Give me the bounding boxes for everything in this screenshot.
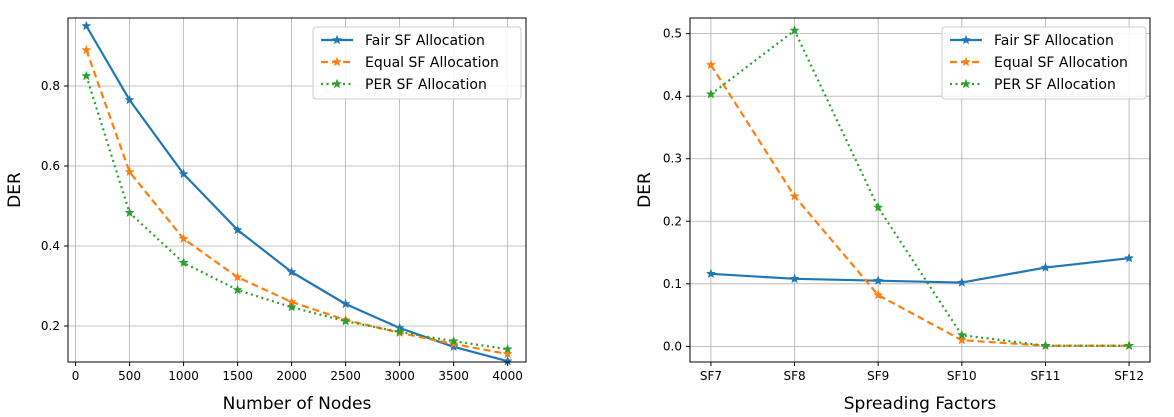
data-point-equal [789, 190, 800, 201]
data-point-per [502, 343, 513, 354]
data-point-fair [1124, 252, 1135, 263]
x-tick-label: 4000 [492, 369, 523, 383]
series-line-equal [709, 64, 1130, 347]
data-point-equal [873, 289, 884, 300]
y-tick-label: 0.0 [663, 339, 682, 353]
x-tick-label: SF12 [1114, 369, 1144, 383]
y-tick-label: 0.4 [41, 239, 60, 253]
legend-marker-per [331, 78, 343, 89]
data-point-per [956, 329, 967, 340]
x-axis-label: Spreading Factors [844, 394, 997, 414]
data-point-equal [448, 338, 459, 349]
x-tick-label: SF7 [700, 369, 722, 383]
legend-marker-fair [331, 34, 343, 45]
data-point-per [124, 207, 135, 218]
x-tick-label: SF11 [1031, 369, 1061, 383]
data-point-per [1124, 340, 1135, 351]
legend-label: Equal SF Allocation [994, 55, 1128, 71]
legend-label: PER SF Allocation [994, 77, 1116, 93]
data-point-per [232, 284, 243, 295]
chart-der-vs-spreading-factor: SF7 SF8 SF9 SF10 SF11 SF12 0.0 0.1 0.2 0.3 0.4 0.5 S… [635, 17, 1151, 414]
data-point-per [286, 301, 297, 312]
data-point-fair [340, 298, 351, 309]
x-tick-label: 2500 [330, 369, 361, 383]
legend-marker-equal [331, 56, 343, 67]
x-axis-label: Number of Nodes [223, 394, 372, 414]
x-tick-label: 2000 [276, 369, 307, 383]
data-point-equal [956, 334, 967, 345]
legend: Fair SF Allocation Equal SF Allocation PER… [941, 26, 1147, 100]
data-point-per [789, 25, 800, 35]
y-tick-label: 0.4 [663, 89, 682, 103]
legend-label: PER SF Allocation [365, 77, 487, 93]
data-point-equal [81, 44, 92, 55]
data-point-equal [502, 348, 513, 359]
data-point-equal [232, 271, 243, 282]
legend: Fair SF Allocation Equal SF Allocation PER… [312, 26, 522, 100]
y-tick-label: 0.6 [41, 159, 60, 173]
y-axis-label: DER [5, 172, 25, 208]
y-tick-label: 0.1 [663, 277, 682, 291]
data-point-equal [178, 233, 189, 244]
data-point-per [1040, 340, 1051, 351]
x-tick-label: 0 [72, 369, 80, 383]
data-point-fair [789, 273, 800, 284]
data-point-fair [124, 94, 135, 105]
data-point-per [81, 70, 92, 81]
x-tick-label: 3000 [384, 369, 415, 383]
plot-frame [67, 17, 527, 363]
legend-label: Fair SF Allocation [365, 33, 485, 49]
plot-frame [689, 17, 1151, 363]
data-point-equal [705, 59, 716, 70]
data-point-fair [956, 277, 967, 287]
data-point-fair [873, 275, 884, 285]
y-tick-label: 0.8 [41, 79, 60, 93]
y-tick-label: 0.5 [663, 27, 682, 41]
legend-marker-per [960, 78, 972, 89]
data-point-per [340, 315, 351, 326]
x-tick-label: 1500 [222, 369, 253, 383]
x-tick-label: 500 [118, 369, 141, 383]
series-line-fair [710, 257, 1130, 284]
data-point-fair [1040, 262, 1051, 272]
legend-label: Fair SF Allocation [994, 33, 1114, 49]
chart-der-vs-nodes: 0 500 1000 1500 2000 2500 3000 3500 4000 0.2 0.4 0.… [5, 17, 527, 414]
legend-box [941, 26, 1147, 100]
data-point-fair [286, 266, 297, 277]
data-point-per [873, 202, 884, 212]
y-axis-label: DER [635, 172, 655, 208]
y-tick-label: 0.2 [663, 214, 682, 228]
x-tick-label: 1000 [168, 369, 199, 383]
data-point-fair [81, 20, 92, 31]
data-point-fair [232, 224, 243, 235]
legend-marker-equal [960, 56, 972, 67]
series-line-per [710, 29, 1130, 347]
x-tick-label: SF10 [947, 369, 977, 383]
y-tick-label: 0.3 [663, 152, 682, 166]
data-point-fair [705, 268, 716, 279]
legend-marker-fair [960, 34, 972, 45]
data-point-equal [124, 166, 135, 177]
data-point-per [705, 88, 716, 99]
legend-label: Equal SF Allocation [365, 55, 499, 71]
data-point-per [394, 326, 405, 337]
data-point-per [178, 257, 189, 268]
x-tick-label: SF9 [867, 369, 889, 383]
series-line-per [85, 75, 508, 351]
y-tick-label: 0.2 [41, 319, 60, 333]
x-tick-label: 3500 [438, 369, 469, 383]
x-tick-label: SF8 [783, 369, 805, 383]
data-point-fair [178, 168, 189, 179]
data-point-fair [502, 355, 513, 366]
legend-box [312, 26, 522, 100]
data-point-per [448, 335, 459, 346]
